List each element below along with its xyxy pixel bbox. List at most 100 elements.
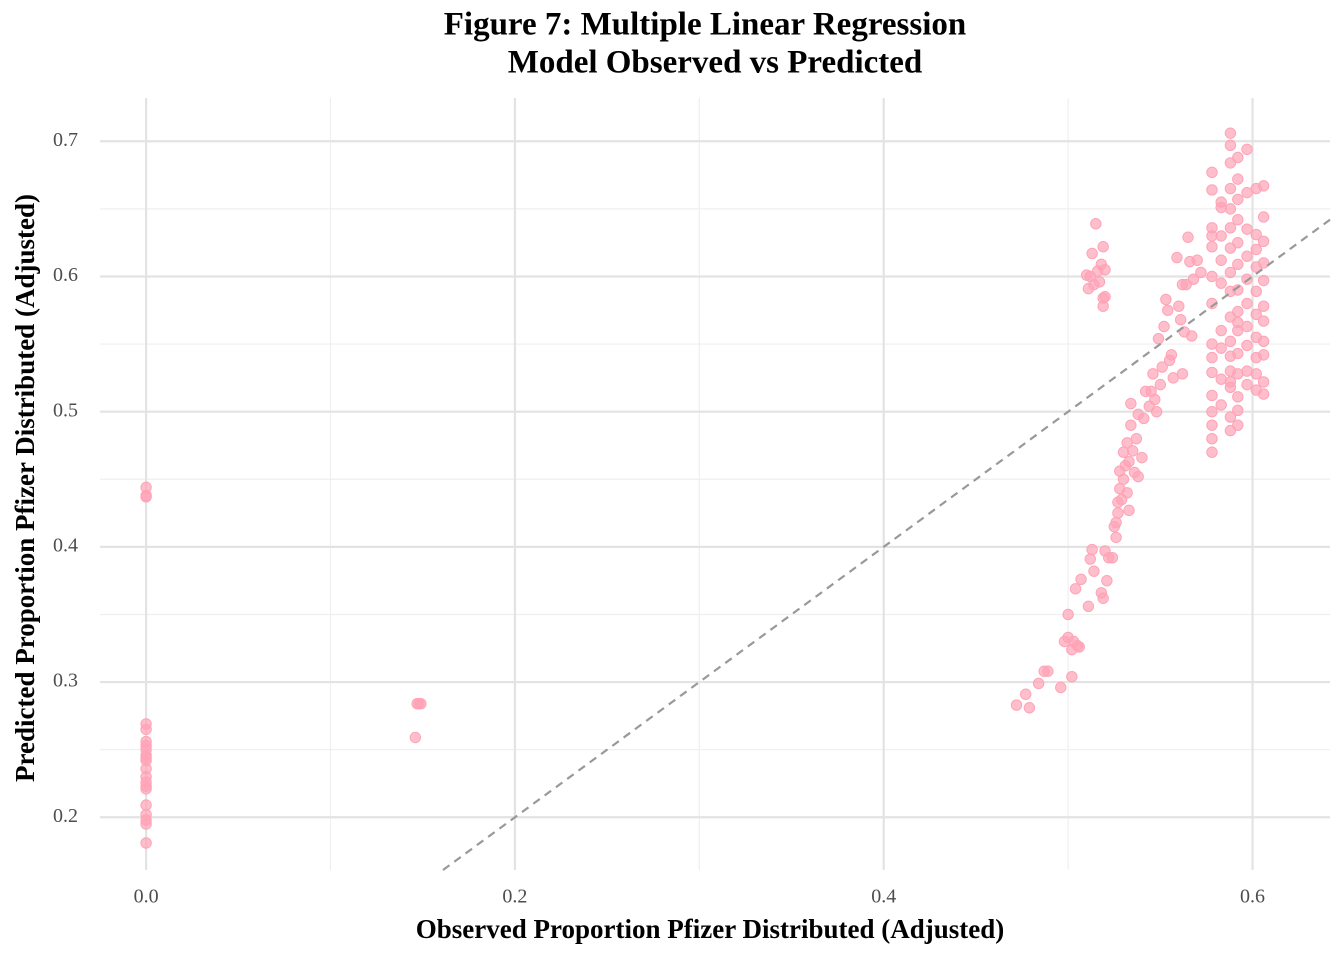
point [1215,399,1227,411]
y-tick-label: 0.4 [53,534,78,556]
point [1257,349,1270,361]
point [1232,258,1244,270]
point [1123,455,1135,468]
point [1130,433,1143,445]
point [1165,349,1178,361]
point [1224,127,1237,139]
point [1206,433,1218,445]
point [1138,412,1150,425]
point [1069,583,1082,595]
point [1257,180,1270,192]
point [1099,264,1111,276]
point [1195,266,1207,279]
point [1132,470,1144,483]
point [1206,446,1218,458]
point [1167,372,1179,384]
point [1241,339,1253,352]
point [1182,231,1194,243]
point [1121,437,1133,449]
point [1257,300,1270,312]
point [1206,241,1218,253]
point [1257,257,1270,269]
point [1173,300,1185,312]
point [1224,411,1237,423]
point [1154,378,1167,391]
chart-title: Model Observed vs Predicted [508,45,923,81]
point [1101,574,1113,587]
y-tick-label: 0.5 [53,399,78,421]
point [1250,285,1262,298]
point [1224,203,1237,215]
point [1206,184,1218,196]
point [1066,670,1078,683]
point [1257,388,1270,400]
point [1020,688,1032,700]
point [1084,553,1096,565]
point [1232,151,1244,164]
x-tick-label: 0.2 [502,886,527,908]
point [1206,389,1218,402]
point [140,723,152,736]
point [1232,316,1244,329]
point [1232,236,1244,249]
point [1093,276,1106,288]
point [1185,330,1198,342]
point [140,837,152,849]
point [1232,213,1244,226]
point [1257,376,1270,388]
point [1088,565,1100,577]
point [1232,193,1244,206]
point [1206,166,1218,179]
point [1097,241,1109,253]
point [1232,173,1244,185]
point [1257,335,1270,348]
point [415,698,427,710]
point [1224,182,1237,195]
y-tick-label: 0.7 [53,129,78,151]
x-tick-label: 0.0 [134,886,159,908]
point [1162,304,1174,316]
point [1250,228,1262,241]
point [1176,368,1189,380]
point [1090,218,1102,230]
point [1250,243,1262,256]
point [1241,143,1253,156]
point [1086,247,1098,260]
point [1158,320,1170,333]
y-axis-title: Predicted Proportion Pfizer Distributed … [10,194,40,782]
point [1125,419,1137,431]
point [140,491,152,503]
point [1106,551,1119,564]
point [1086,543,1098,556]
point [140,783,152,795]
point [409,731,422,744]
point [1082,600,1095,613]
point [1215,324,1227,337]
point [1257,235,1270,248]
point [1174,314,1187,326]
chart-title: Figure 7: Multiple Linear Regression [444,7,966,43]
point [1206,419,1218,431]
point [1150,405,1163,418]
point [1073,641,1085,653]
point [1125,397,1137,410]
point [1215,254,1227,266]
point [1206,270,1218,283]
point [1112,507,1124,519]
point [1224,376,1237,388]
point [1250,308,1262,321]
point [1062,608,1074,621]
point [1224,335,1237,348]
y-tick-label: 0.3 [53,670,78,692]
x-tick-label: 0.4 [871,886,896,908]
point [1232,404,1244,417]
point [1206,366,1218,379]
point [1215,201,1227,214]
point [1257,211,1270,223]
point [1224,139,1237,152]
point [1215,277,1227,289]
point [1232,305,1244,318]
point [1250,368,1262,380]
point [1126,445,1139,457]
